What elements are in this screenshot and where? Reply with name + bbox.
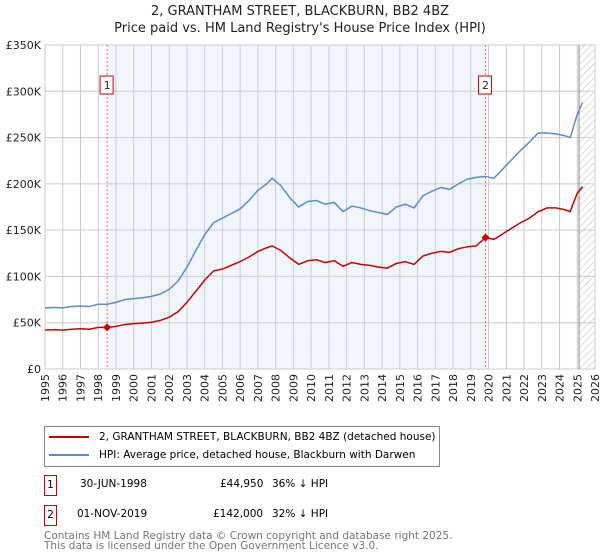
legend-item-hpi: HPI: Average price, detached house, Blac… [49,447,415,463]
x-tick-label: 2012 [341,374,354,402]
forecast-hatch [579,45,595,369]
sale-hpi: 36% ↓ HPI [272,478,329,490]
x-tick-label: 2019 [465,374,478,402]
y-tick-label: £200K [6,178,42,191]
sale-label: 2 [482,79,489,92]
x-tick-label: 2022 [518,374,531,402]
x-tick-label: 2026 [589,374,600,402]
x-tick-label: 2009 [287,374,300,402]
x-tick-label: 2011 [323,374,336,402]
x-tick-label: 2005 [216,374,229,402]
x-tick-label: 1999 [110,374,123,402]
y-tick-label: £300K [6,85,42,98]
y-tick-label: £350K [6,39,42,52]
x-tick-label: 2024 [554,374,567,402]
legend-label: 2, GRANTHAM STREET, BLACKBURN, BB2 4BZ (… [99,431,436,443]
x-tick-label: 2018 [447,374,460,402]
x-tick-label: 1996 [57,374,70,402]
sale-label: 1 [104,79,111,92]
sale-price: £44,950 [220,478,264,490]
shaded-period [107,45,486,369]
chart-subtitle: Price paid vs. HM Land Registry's House … [114,21,486,36]
x-tick-label: 2016 [412,374,425,402]
x-tick-label: 2006 [234,374,247,402]
footer: Contains HM Land Registry data © Crown c… [44,530,453,552]
sale-point [103,323,112,332]
y-tick-label: £50K [13,317,42,330]
x-tick-label: 2017 [429,374,442,402]
x-tick-label: 1998 [92,374,105,402]
legend-item-property: 2, GRANTHAM STREET, BLACKBURN, BB2 4BZ (… [49,429,436,445]
y-tick-label: £0 [27,363,41,376]
legend-swatch-red [49,436,89,438]
x-tick-label: 2000 [128,374,141,402]
x-tick-label: 2025 [571,374,584,402]
legend: 2, GRANTHAM STREET, BLACKBURN, BB2 4BZ (… [44,426,440,467]
legend-label: HPI: Average price, detached house, Blac… [99,449,416,461]
x-tick-label: 2013 [358,374,371,402]
y-tick-label: £250K [6,132,42,145]
sale-row: 1 30-JUN-1998 £44,950 36% ↓ HPI [44,475,544,496]
x-tick-label: 2002 [163,374,176,402]
hpi-line [44,102,584,309]
y-tick-label: £100K [6,270,42,283]
x-tick-label: 2007 [252,374,265,402]
x-tick-label: 2004 [199,374,212,402]
footer-line: This data is licensed under the Open Gov… [44,540,379,552]
plot-frame [44,44,596,370]
chart-title: 2, GRANTHAM STREET, BLACKBURN, BB2 4BZ [150,4,450,19]
legend-swatch-blue [49,454,89,456]
x-tick-label: 2014 [376,374,389,402]
property-price-line [44,186,584,331]
sale-label-box [99,75,114,95]
x-tick-label: 1995 [39,374,52,402]
x-tick-label: 2020 [483,374,496,402]
sale-badge: 2 [44,505,57,526]
footer-line: Contains HM Land Registry data © Crown c… [44,530,453,542]
sale-point [481,233,490,242]
x-tick-label: 1997 [74,374,87,402]
sale-hpi: 32% ↓ HPI [272,508,329,520]
x-tick-label: 2010 [305,374,318,402]
x-tick-label: 2003 [181,374,194,402]
y-tick-label: £150K [6,224,42,237]
sale-label-box [478,75,493,95]
x-tick-label: 2008 [270,374,283,402]
x-tick-label: 2021 [500,374,513,402]
x-tick-label: 2001 [145,374,158,402]
x-tick-label: 2015 [394,374,407,402]
sale-row: 2 01-NOV-2019 £142,000 32% ↓ HPI [44,505,544,526]
sale-badge: 1 [44,475,57,496]
price-chart: £0 £50K £100K £150K £200K £250K £300K £350K 1995… [6,39,600,402]
sale-date: 01-NOV-2019 [77,508,148,520]
sale-date: 30-JUN-1998 [80,478,147,490]
x-tick-label: 2023 [536,374,549,402]
sale-price: £142,000 [213,508,264,520]
